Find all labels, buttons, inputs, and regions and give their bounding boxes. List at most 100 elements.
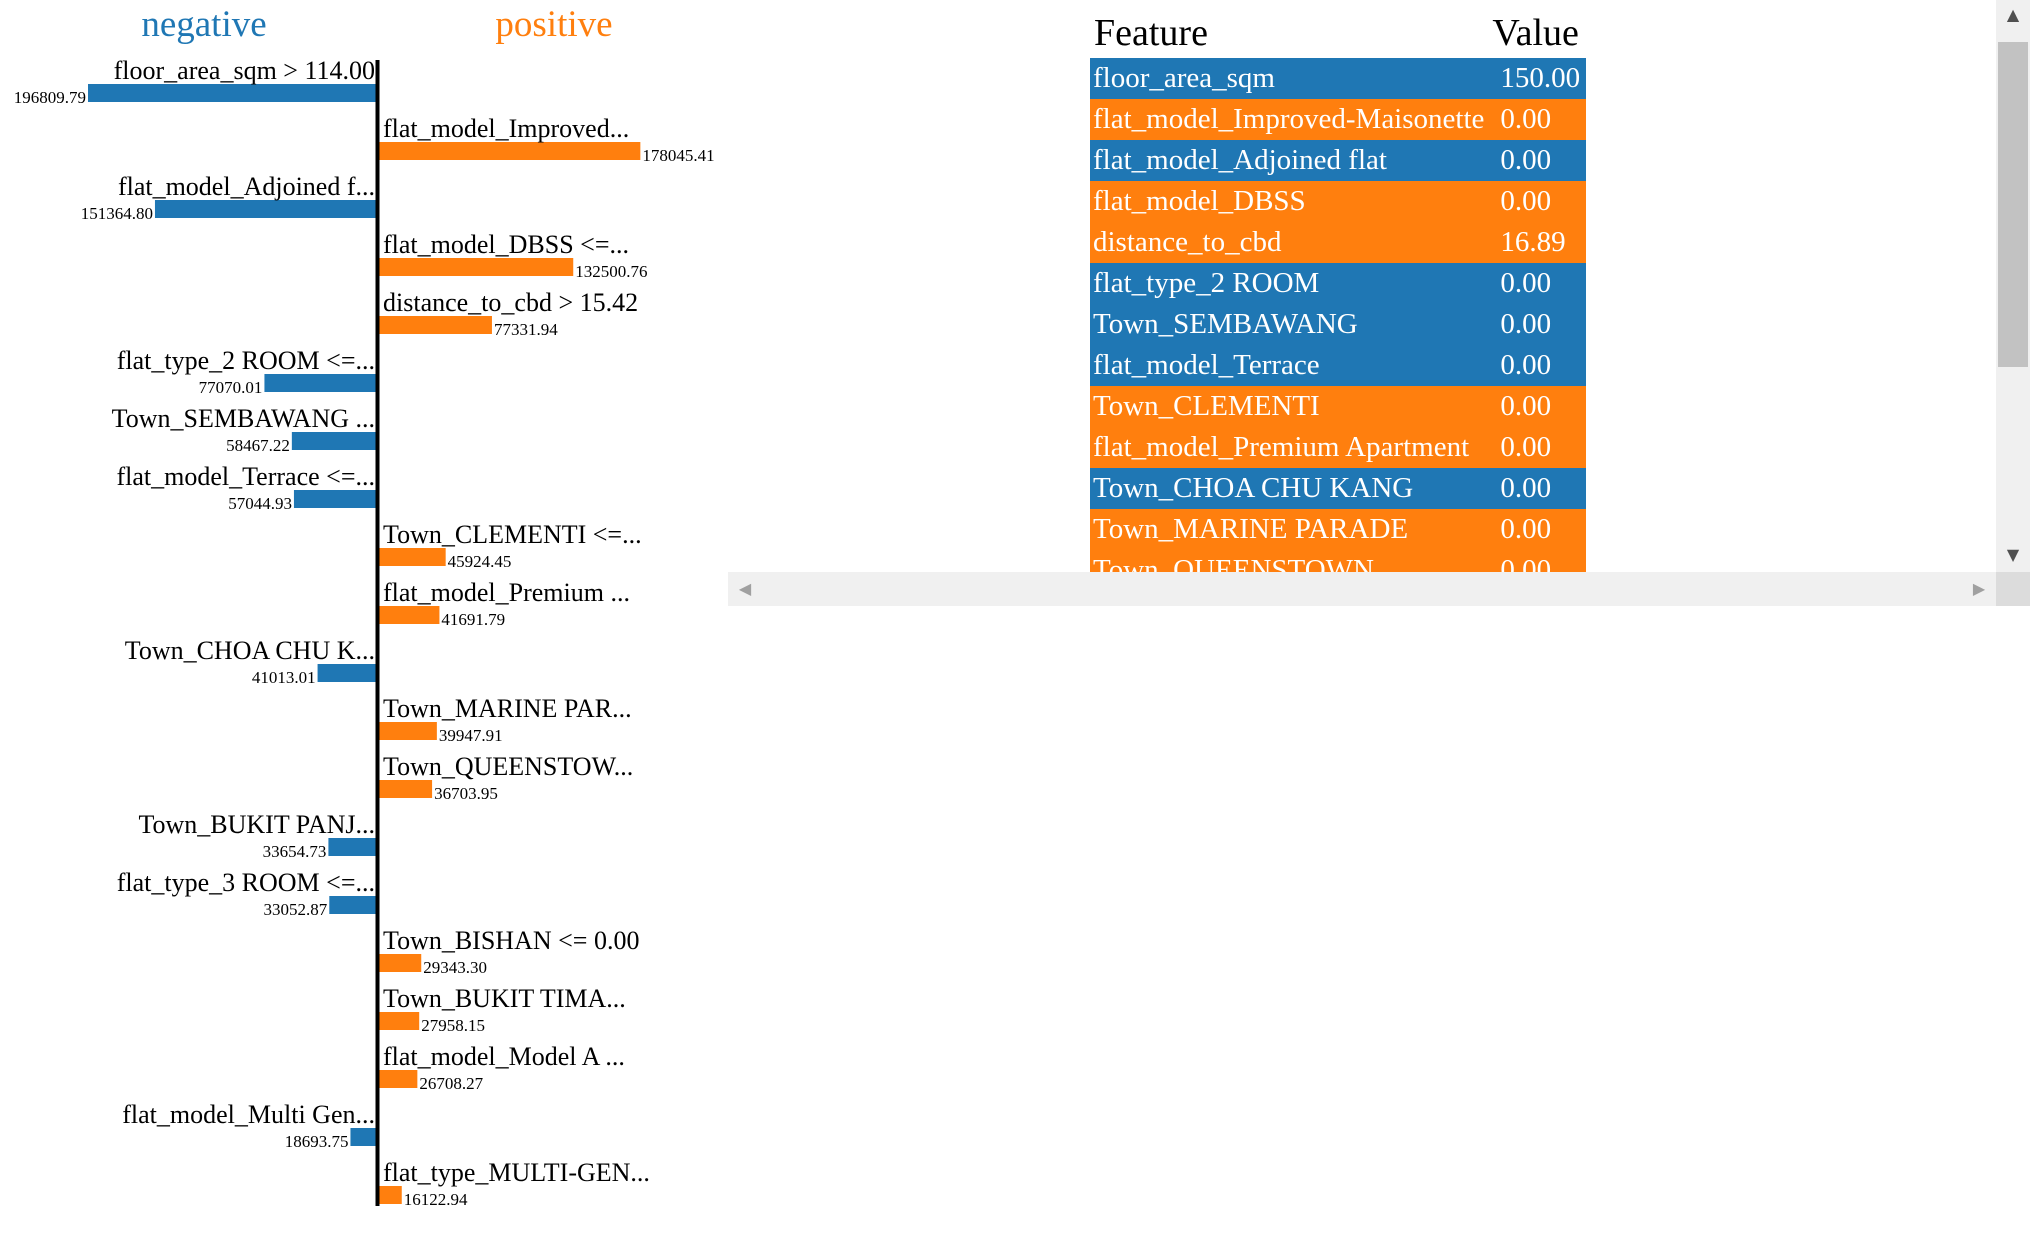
table-cell-value: 0.00 xyxy=(1488,427,1587,468)
table-row: floor_area_sqm 150.00 xyxy=(1090,58,1587,99)
bar-13 xyxy=(378,780,433,798)
table-cell-value: 0.00 xyxy=(1488,509,1587,550)
value-label-14: 33654.73 xyxy=(263,842,327,861)
bar-15 xyxy=(329,896,378,914)
table-cell-feature: distance_to_cbd xyxy=(1090,222,1489,263)
scroll-down-icon[interactable]: ▼ xyxy=(2006,545,2020,564)
table-cell-feature: flat_type_2 ROOM xyxy=(1090,263,1489,304)
value-label-13: 36703.95 xyxy=(434,784,498,803)
bar-18 xyxy=(378,1070,418,1088)
table-row: flat_model_Premium Apartment 0.00 xyxy=(1090,427,1587,468)
value-label-6: 77070.01 xyxy=(199,378,263,397)
bar-7 xyxy=(291,432,378,450)
value-label-1: 196809.79 xyxy=(14,88,86,107)
feature-label-4: flat_model_DBSS <=... xyxy=(383,230,629,259)
feature-label-20: flat_type_MULTI-GEN... xyxy=(383,1158,650,1187)
bar-4 xyxy=(378,258,574,276)
table-cell-feature: Town_MARINE PARADE xyxy=(1090,509,1489,550)
table-body: floor_area_sqm 150.00 flat_model_Improved-… xyxy=(1090,58,1587,572)
feature-label-2: flat_model_Improved... xyxy=(383,114,629,143)
table-cell-value: 16.89 xyxy=(1488,222,1587,263)
table-row: Town_SEMBAWANG 0.00 xyxy=(1090,304,1587,345)
table-row: Town_CLEMENTI 0.00 xyxy=(1090,386,1587,427)
table-row: flat_model_DBSS 0.00 xyxy=(1090,181,1587,222)
bar-5 xyxy=(378,316,492,334)
feature-label-3: flat_model_Adjoined f... xyxy=(118,172,375,201)
bar-17 xyxy=(378,1012,420,1030)
table-cell-feature: Town_CHOA CHU KANG xyxy=(1090,468,1489,509)
scroll-left-icon[interactable]: ◀ xyxy=(738,579,752,598)
feature-label-17: Town_BUKIT TIMA... xyxy=(383,984,626,1013)
table-cell-feature: flat_model_Improved-Maisonette xyxy=(1090,99,1489,140)
table-cell-feature: flat_model_DBSS xyxy=(1090,181,1489,222)
bar-19 xyxy=(350,1128,378,1146)
bar-3 xyxy=(154,200,378,218)
table-row: Town_QUEENSTOWN 0.00 xyxy=(1090,550,1587,572)
bar-10 xyxy=(378,606,440,624)
feature-label-6: flat_type_2 ROOM <=... xyxy=(117,346,375,375)
feature-value-table: Feature Value floor_area_sqm 150.00 flat_m… xyxy=(1090,8,1587,572)
feature-label-1: floor_area_sqm > 114.00 xyxy=(114,56,375,85)
feature-label-13: Town_QUEENSTOW... xyxy=(383,752,633,781)
table-cell-value: 0.00 xyxy=(1488,386,1587,427)
value-label-15: 33052.87 xyxy=(264,900,328,919)
table-cell-value: 0.00 xyxy=(1488,304,1587,345)
feature-label-5: distance_to_cbd > 15.42 xyxy=(383,288,638,317)
value-label-17: 27958.15 xyxy=(421,1016,485,1035)
table-header-row: Feature Value xyxy=(1090,8,1586,58)
table-row: distance_to_cbd 16.89 xyxy=(1090,222,1587,263)
feature-label-12: Town_MARINE PAR... xyxy=(383,694,632,723)
value-label-2: 178045.41 xyxy=(642,146,714,165)
horizontal-scrollbar[interactable]: ◀ ▶ xyxy=(728,572,1996,606)
feature-contribution-chart: negative positive floor_area_sqm > 114.0… xyxy=(14,4,715,1209)
scroll-up-icon[interactable]: ▲ xyxy=(2006,5,2020,24)
value-label-7: 58467.22 xyxy=(226,436,290,455)
bar-9 xyxy=(378,548,446,566)
bar-8 xyxy=(293,490,378,508)
vertical-scrollbar[interactable]: ▲ ▼ xyxy=(1996,0,2030,572)
feature-label-16: Town_BISHAN <= 0.00 xyxy=(383,926,639,955)
header-feature: Feature xyxy=(1094,12,1208,54)
table-row: Town_MARINE PARADE 0.00 xyxy=(1090,509,1587,550)
feature-label-7: Town_SEMBAWANG ... xyxy=(112,404,375,433)
table-cell-feature: Town_CLEMENTI xyxy=(1090,386,1489,427)
feature-label-15: flat_type_3 ROOM <=... xyxy=(117,868,375,897)
legend-negative: negative xyxy=(141,4,266,45)
scroll-right-icon[interactable]: ▶ xyxy=(1972,579,1986,598)
table-row: Town_CHOA CHU KANG 0.00 xyxy=(1090,468,1587,509)
feature-label-14: Town_BUKIT PANJ... xyxy=(138,810,375,839)
table-row: flat_type_2 ROOM 0.00 xyxy=(1090,263,1587,304)
value-label-20: 16122.94 xyxy=(404,1190,468,1209)
feature-label-8: flat_model_Terrace <=... xyxy=(116,462,375,491)
table-cell-value: 0.00 xyxy=(1488,468,1587,509)
feature-value-table-panel[interactable]: Feature Value floor_area_sqm 150.00 flat_m… xyxy=(728,0,1996,572)
feature-label-11: Town_CHOA CHU K... xyxy=(125,636,375,665)
vertical-scroll-thumb[interactable] xyxy=(1998,42,2028,367)
legend-positive: positive xyxy=(495,4,612,45)
value-label-10: 41691.79 xyxy=(441,610,505,629)
table-cell-feature: Town_QUEENSTOWN xyxy=(1090,550,1489,572)
scrollbar-corner xyxy=(1996,572,2030,606)
table-cell-value: 150.00 xyxy=(1488,58,1587,99)
table-cell-value: 0.00 xyxy=(1488,263,1587,304)
feature-label-18: flat_model_Model A ... xyxy=(383,1042,625,1071)
table-cell-feature: flat_model_Terrace xyxy=(1090,345,1489,386)
bars-layer: floor_area_sqm > 114.00 196809.79 flat_mod… xyxy=(14,56,715,1209)
feature-label-9: Town_CLEMENTI <=... xyxy=(383,520,642,549)
value-label-18: 26708.27 xyxy=(419,1074,483,1093)
table-cell-feature: floor_area_sqm xyxy=(1090,58,1489,99)
feature-label-10: flat_model_Premium ... xyxy=(383,578,630,607)
table-cell-feature: flat_model_Adjoined flat xyxy=(1090,140,1489,181)
table-cell-value: 0.00 xyxy=(1488,550,1587,572)
value-label-5: 77331.94 xyxy=(494,320,558,339)
feature-label-19: flat_model_Multi Gen... xyxy=(122,1100,375,1129)
value-label-12: 39947.91 xyxy=(439,726,503,745)
table-cell-value: 0.00 xyxy=(1488,181,1587,222)
bar-2 xyxy=(378,142,641,160)
bar-6 xyxy=(264,374,378,392)
bar-11 xyxy=(317,664,378,682)
value-label-16: 29343.30 xyxy=(423,958,487,977)
header-value: Value xyxy=(1492,12,1579,54)
table-cell-value: 0.00 xyxy=(1488,140,1587,181)
bar-14 xyxy=(328,838,378,856)
